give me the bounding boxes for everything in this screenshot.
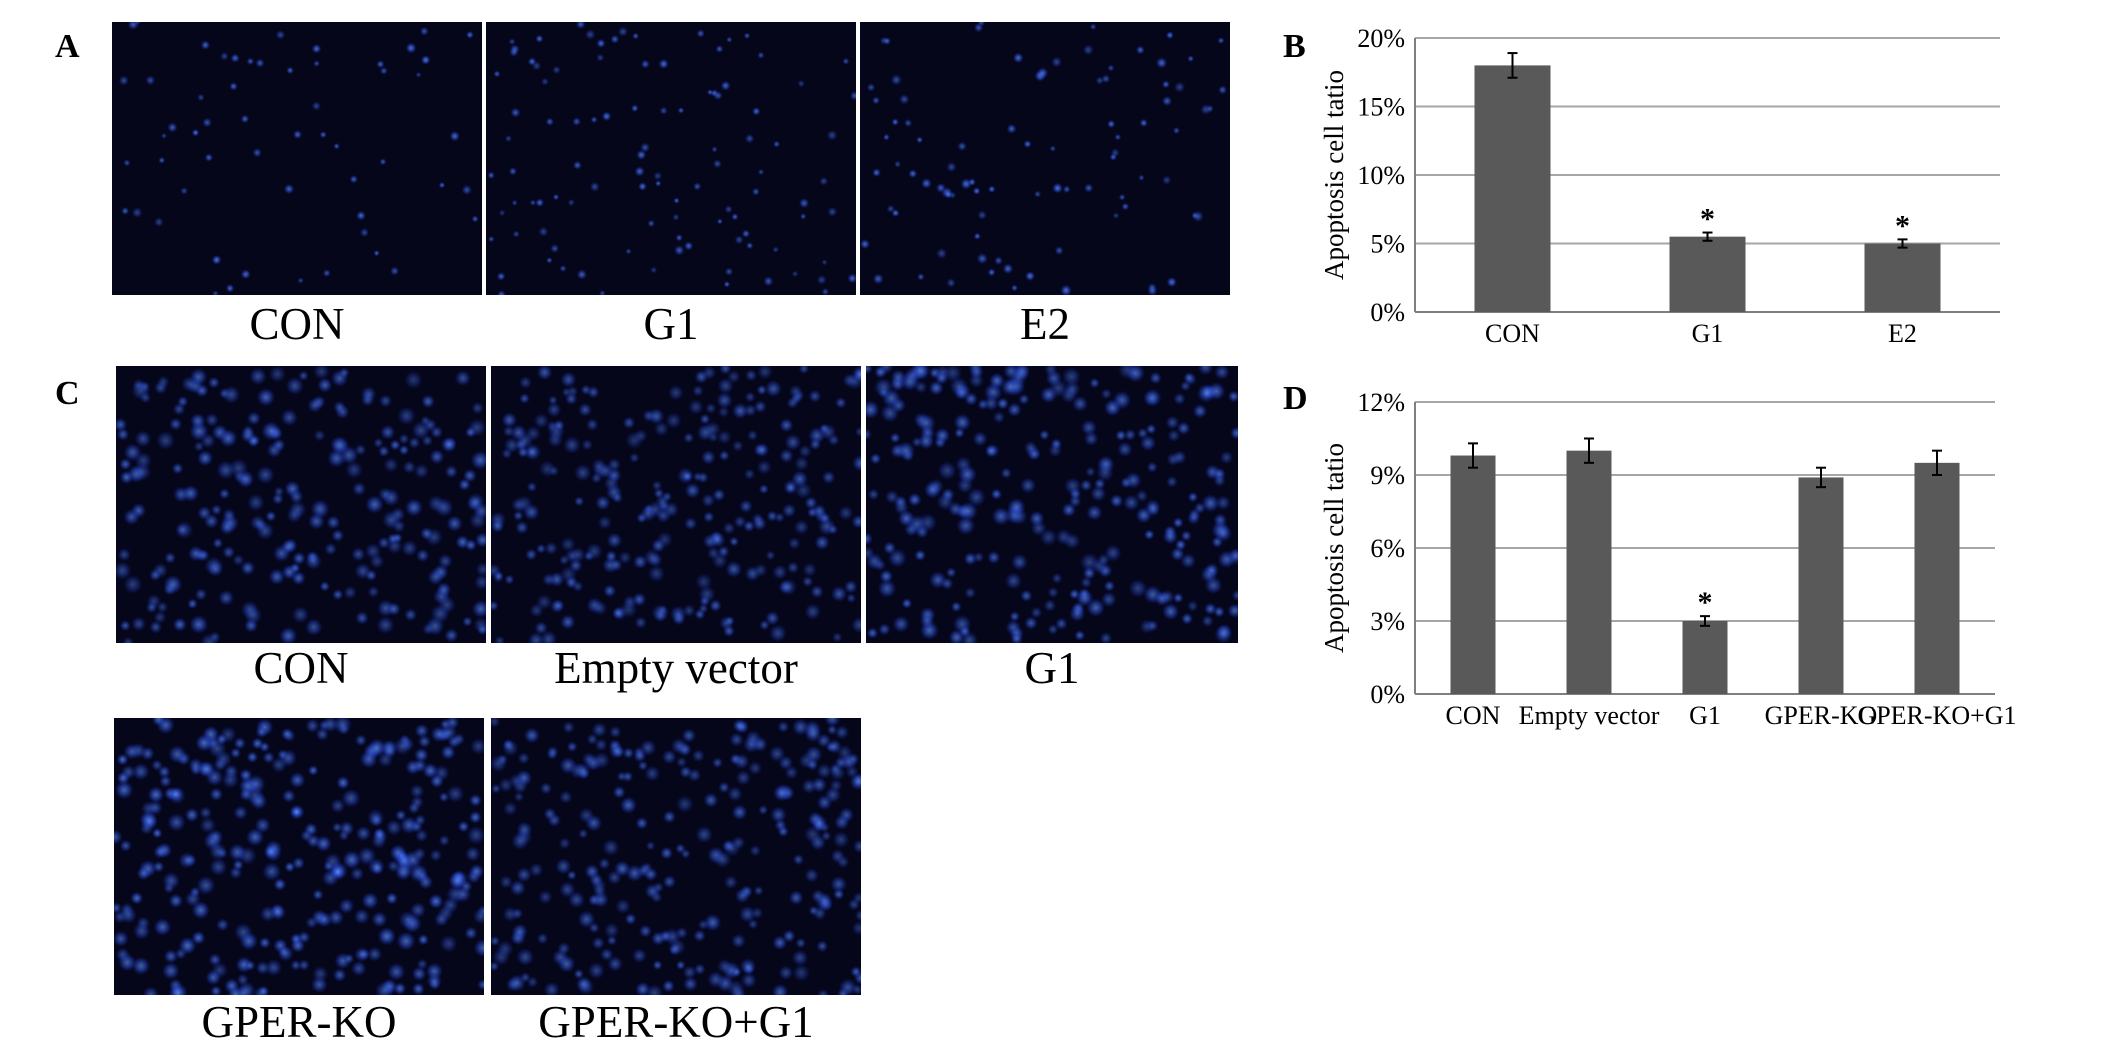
caption-c-g1: G1	[1024, 643, 1080, 693]
chart-b-ytick-label: 20%	[1357, 24, 1405, 53]
micrograph-c-empty-vector	[491, 366, 861, 643]
chart-d-bar	[1798, 477, 1844, 694]
chart-d-significance-mark: *	[1698, 586, 1713, 619]
micrograph-c-gper-ko	[114, 718, 484, 995]
chart-b-significance-mark: *	[1895, 209, 1910, 242]
chart-d-bar	[1914, 462, 1960, 694]
chart-d-category-label: CON	[1446, 701, 1501, 730]
chart-d-ytick-label: 3%	[1370, 607, 1405, 636]
chart-b-ytick-label: 0%	[1370, 298, 1405, 327]
chart-b-bar	[1474, 65, 1551, 313]
chart-d-category-label: G1	[1689, 701, 1721, 730]
chart-d-category-label: GPER-KO	[1765, 701, 1878, 730]
chart-d-bar	[1450, 455, 1496, 694]
caption-a-e2: E2	[1020, 299, 1070, 349]
chart-d-ytick-label: 9%	[1370, 461, 1405, 490]
chart-b-bar	[1669, 236, 1746, 312]
panel-b-letter: B	[1283, 28, 1306, 65]
chart-b-significance-mark: *	[1700, 203, 1715, 236]
caption-a-con: CON	[249, 299, 345, 349]
caption-c-gper-ko: GPER-KO	[201, 997, 397, 1047]
micrograph-a-g1	[486, 22, 856, 295]
caption-c-con: CON	[253, 643, 349, 693]
chart-b-ytick-label: 15%	[1357, 93, 1405, 122]
chart-d-ytick-label: 0%	[1370, 680, 1405, 709]
chart-d-bar	[1566, 450, 1612, 694]
chart-d-ytick-label: 6%	[1370, 534, 1405, 563]
chart-d-bar	[1682, 621, 1728, 694]
chart-b-category-label: G1	[1692, 319, 1724, 348]
micrograph-a-e2	[860, 22, 1230, 295]
panel-d-letter: D	[1283, 380, 1308, 417]
caption-a-g1: G1	[643, 299, 699, 349]
chart-d: 0% 3% 6% 9% 12% Apoptosis cell tatio CON Empty …	[1300, 380, 2110, 740]
chart-d-ytick-label: 12%	[1357, 388, 1405, 417]
chart-b-ytick-label: 10%	[1357, 161, 1405, 190]
panel-a-letter: A	[55, 28, 80, 65]
micrograph-c-con	[116, 366, 486, 643]
chart-b-category-label: CON	[1485, 319, 1540, 348]
chart-d-category-label: Empty vector	[1519, 701, 1660, 730]
chart-b-bar	[1864, 243, 1941, 312]
chart-d-svg: 0% 3% 6% 9% 12% Apoptosis cell tatio CON Empty …	[1319, 388, 2017, 730]
chart-b-category-label: E2	[1888, 319, 1917, 348]
chart-b-svg: 0% 5% 10% 15% 20% Apoptosis cell tatio CON * G1 *…	[1319, 24, 2000, 348]
micrograph-c-g1	[866, 366, 1238, 643]
caption-c-empty-vector: Empty vector	[554, 643, 798, 693]
micrograph-c-gper-ko-g1	[491, 718, 861, 995]
chart-b-ylabel: Apoptosis cell tatio	[1319, 70, 1349, 280]
micrograph-a-con	[112, 22, 482, 295]
caption-c-gper-ko-g1: GPER-KO+G1	[538, 997, 814, 1047]
panel-c-letter: C	[55, 375, 80, 412]
chart-b: 0% 5% 10% 15% 20% Apoptosis cell tatio CON * G1 *…	[1300, 20, 2020, 350]
chart-d-ylabel: Apoptosis cell tatio	[1319, 443, 1349, 653]
chart-b-ytick-label: 5%	[1370, 230, 1405, 259]
chart-d-category-label: GPER-KO+G1	[1857, 701, 2016, 730]
